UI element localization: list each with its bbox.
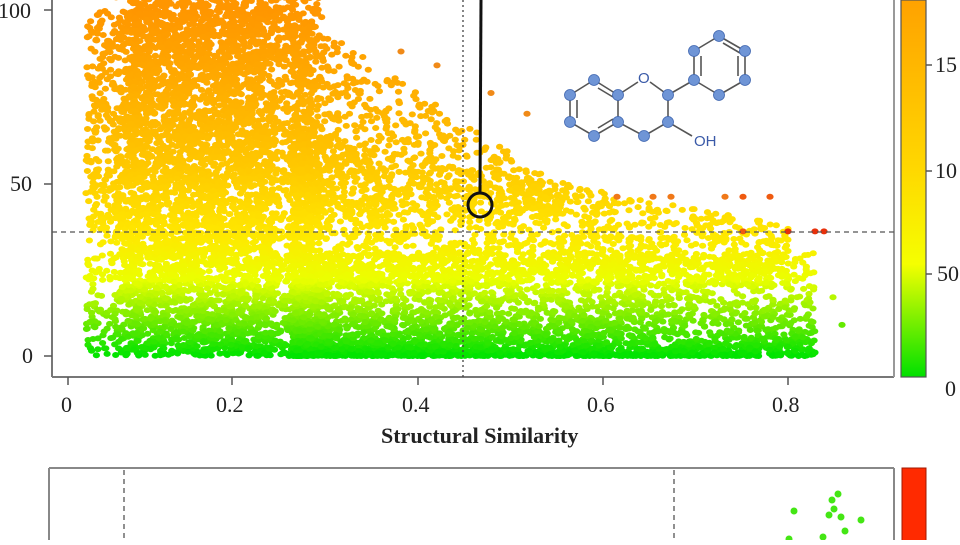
molecule-structure-icon — [570, 36, 745, 136]
colorbar-tick-0: 0 — [945, 376, 956, 402]
colorbar-tick-15: 15 — [935, 52, 957, 78]
x-axis-title: Structural Similarity — [381, 423, 578, 449]
x-axis-ticks — [68, 377, 788, 385]
colorbar-ticks — [926, 65, 932, 274]
y-axis-ticks — [44, 10, 52, 356]
x-tick-0-4: 0.4 — [402, 392, 430, 418]
y-tick-100: 100 — [0, 0, 31, 24]
x-tick-0-2: 0.2 — [216, 392, 244, 418]
bottom-colorbar — [902, 468, 926, 540]
bottom-scatter-points — [786, 491, 865, 541]
molecule-atoms — [565, 31, 751, 142]
y-tick-0: 0 — [22, 343, 33, 369]
colorbar-tick-10: 10 — [935, 158, 957, 184]
x-tick-0-8: 0.8 — [772, 392, 800, 418]
colorbar-tick-50: 50 — [937, 261, 959, 287]
colorbar — [901, 0, 926, 377]
bottom-panel — [49, 468, 926, 540]
x-tick-0: 0 — [61, 392, 72, 418]
molecule-oh-label: OH — [694, 133, 717, 150]
x-tick-0-6: 0.6 — [587, 392, 615, 418]
molecule-oxygen-label: O — [638, 70, 650, 87]
y-tick-50: 50 — [10, 171, 32, 197]
scatter-points — [82, 0, 845, 359]
